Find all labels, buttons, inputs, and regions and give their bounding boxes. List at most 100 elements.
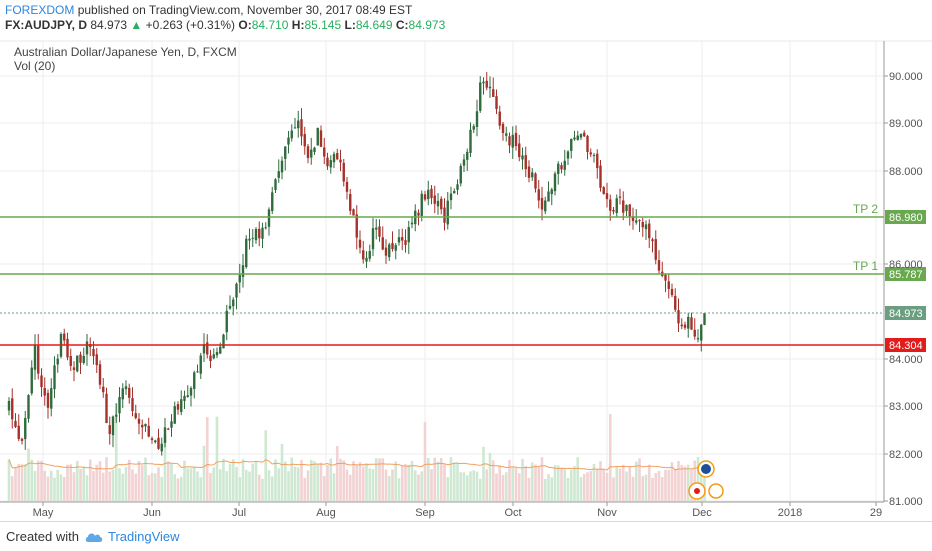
candle-body [170, 421, 173, 428]
publish-line: FOREXDOM published on TradingView.com, N… [5, 3, 412, 17]
time-tick-label: Dec [692, 507, 712, 519]
candle-body [160, 443, 163, 452]
volume-bar [397, 478, 401, 501]
volume-bar [300, 459, 303, 501]
candle-body [50, 388, 53, 409]
candle-body [339, 159, 342, 163]
level-label: TP 2 [853, 202, 878, 216]
candle-body [417, 212, 420, 216]
candle-body [511, 134, 514, 148]
candle-body [700, 324, 703, 341]
candle-body [76, 355, 79, 372]
candle-body [527, 166, 531, 178]
candle-body [488, 86, 492, 89]
volume-bar [556, 465, 560, 501]
volume-bar [134, 473, 138, 501]
candle-body [547, 191, 550, 202]
candle-body [674, 295, 677, 310]
candle-body [115, 414, 118, 417]
horizontal-levels[interactable]: TP 2 86.980 TP 1 85.787 84.304 84.973 [0, 202, 926, 352]
volume-bar [413, 470, 417, 501]
volume-bar [511, 466, 515, 501]
candle-body [245, 238, 248, 268]
volume-bar [368, 468, 372, 501]
candle-body [696, 338, 700, 340]
volume-bar [261, 478, 264, 501]
volume-bar [14, 467, 17, 501]
time-tick-label: Oct [504, 507, 521, 519]
price-tick-label: 81.000 [889, 496, 923, 508]
volume-bar [628, 466, 632, 501]
price-axis[interactable]: 90.000 89.000 88.000 86.000 84.000 83.000 82.0… [884, 71, 923, 508]
publisher-name[interactable]: FOREXDOM [5, 3, 75, 17]
volume-bar [553, 465, 557, 501]
candle-body [11, 398, 14, 420]
candle-body [524, 155, 527, 170]
event-flag-icon[interactable] [708, 483, 724, 499]
volume-bar [241, 459, 245, 501]
volume-bar [277, 468, 281, 501]
volume-bar [592, 464, 596, 501]
price-chart[interactable]: Australian Dollar/Japanese Yen, D, FXCM … [0, 36, 932, 521]
candle-body [495, 96, 498, 110]
volume-bar [40, 460, 43, 501]
footer: Created with TradingView [0, 521, 932, 551]
volume-bar [449, 457, 453, 501]
volume-bar [394, 461, 398, 501]
volume-bar [176, 478, 180, 501]
volume-bar [621, 464, 625, 501]
candle-body [121, 388, 124, 400]
volume-bar [400, 465, 404, 501]
price-tick-label: 86.000 [889, 259, 923, 271]
volume-bar [248, 471, 251, 501]
volume-bar [670, 462, 674, 501]
candle-body [264, 227, 267, 229]
volume-bar [329, 458, 333, 501]
volume-bar [85, 475, 89, 501]
up-arrow-icon: ▲ [130, 18, 143, 32]
volume-bar [582, 473, 586, 501]
candle-body [622, 200, 625, 213]
volume-bar [225, 471, 229, 501]
candle-body [566, 151, 570, 159]
candle-body [693, 329, 696, 337]
candle-body [131, 398, 134, 412]
volume-bar [244, 469, 248, 501]
volume-bar [339, 458, 342, 501]
volume-bar [306, 470, 310, 501]
candle-body [472, 126, 475, 130]
volume-bar [602, 469, 606, 501]
candle-body [573, 137, 576, 140]
candle-body [397, 237, 401, 243]
volume-bar [150, 473, 154, 501]
volume-bar [374, 458, 378, 501]
volume-bar [274, 459, 277, 501]
tradingview-brand[interactable]: TradingView [108, 529, 180, 544]
candle-body [553, 173, 557, 192]
candle-body [30, 367, 33, 394]
volume-bar [420, 471, 424, 501]
volume-bar [514, 467, 518, 501]
volume-bar [264, 430, 268, 501]
volume-bar [547, 474, 550, 501]
candle-body [37, 345, 40, 374]
volume-bar [371, 469, 375, 501]
time-axis[interactable]: May Jun Jul Aug Sep Oct Nov Dec 2018 29 [33, 502, 883, 519]
candle-body [514, 132, 518, 147]
volume-bar [345, 469, 349, 501]
candle-body [141, 424, 144, 428]
candle-body [336, 153, 339, 160]
price-tick-label: 83.000 [889, 401, 923, 413]
candle-body [150, 438, 154, 441]
candle-body [17, 425, 20, 440]
volume-bar [59, 474, 63, 501]
volume-bar [683, 466, 687, 501]
candle-body [388, 244, 391, 258]
candle-body [589, 152, 592, 155]
candle-body [420, 193, 423, 216]
candle-body [85, 341, 89, 355]
candle-body [274, 179, 277, 190]
volume-bar [446, 477, 450, 501]
candle-body [609, 199, 612, 211]
volume-bar [391, 469, 394, 501]
